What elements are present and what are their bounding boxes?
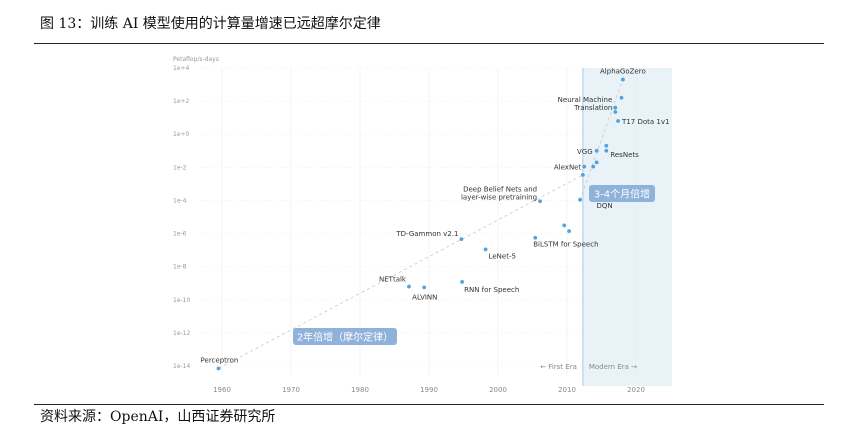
data-point-label: BiLSTM for Speech xyxy=(533,241,598,249)
x-tick-label: 2010 xyxy=(558,386,576,394)
data-point xyxy=(459,237,464,242)
data-point xyxy=(538,199,542,204)
data-point-label: RNN for Speech xyxy=(464,286,519,294)
data-point-label-line: Neural Machine xyxy=(558,96,613,104)
data-point xyxy=(407,284,411,289)
y-tick-label: 1e-12 xyxy=(173,330,190,337)
figure-title: 图 13：训练 AI 模型使用的计算量增速已远超摩尔定律 xyxy=(40,16,381,32)
y-tick-label: 1e-4 xyxy=(173,197,187,204)
moore-law-badge-box xyxy=(293,328,397,345)
data-point xyxy=(604,148,609,153)
data-point xyxy=(562,223,567,228)
y-tick-label: 1e+2 xyxy=(173,98,190,105)
x-tick-label: 1960 xyxy=(213,386,231,394)
first-era-label: ← First Era xyxy=(540,363,577,371)
data-point xyxy=(580,172,585,177)
y-tick-label: 1e-6 xyxy=(173,231,187,238)
data-point-label-line: Deep Belief Nets and xyxy=(463,185,537,193)
y-tick-label: 1e-14 xyxy=(173,363,190,370)
y-axis-label: Petaflop/s-days xyxy=(173,56,219,63)
x-tick-label: 2000 xyxy=(489,386,507,394)
data-point-label: NETtalk xyxy=(379,276,407,284)
data-point-label: AlexNet xyxy=(554,164,582,172)
data-point xyxy=(594,160,599,165)
data-point xyxy=(216,366,221,371)
first-era-trend-line xyxy=(218,174,584,369)
source-note: 资料来源：OpenAI，山西证券研究所 xyxy=(40,409,276,425)
data-point xyxy=(591,164,596,169)
y-tick-label: 1e-8 xyxy=(173,264,187,271)
data-point xyxy=(533,235,538,240)
grid xyxy=(200,67,672,376)
y-tick-label: 1e-2 xyxy=(173,164,187,171)
x-tick-labels: 1960 1970 1980 1990 2000 2010 2020 xyxy=(213,386,645,394)
data-point xyxy=(620,77,625,82)
data-point-label: Perceptron xyxy=(201,356,239,364)
data-point-label: VGG xyxy=(577,148,593,156)
data-point xyxy=(422,285,427,290)
y-tick-label: 1e+0 xyxy=(173,131,190,138)
x-tick-label: 1970 xyxy=(282,386,300,394)
data-point xyxy=(594,148,599,153)
x-tick-label: 2020 xyxy=(627,386,645,394)
moore-law-badge-label: 2年倍增（摩尔定律） xyxy=(297,331,393,344)
y-tick-label: 1e-10 xyxy=(173,297,190,304)
modern-era-shade xyxy=(582,68,672,386)
data-point-label: AlphaGoZero xyxy=(600,68,646,76)
data-point xyxy=(604,143,609,148)
data-points: Perceptron NETtalk ALVINN RNN for Speech TD-… xyxy=(201,68,669,371)
data-point xyxy=(567,229,571,234)
data-point-label: ResNets xyxy=(610,151,639,159)
data-point-label: Neural Machine Translation xyxy=(558,96,613,112)
data-point xyxy=(613,105,618,110)
data-point-label: Deep Belief Nets and layer-wise pretraini… xyxy=(461,185,537,201)
y-tick-label: 1e+4 xyxy=(173,65,190,72)
data-point xyxy=(616,119,620,123)
y-tick-labels: 1e+4 1e+2 1e+0 1e-2 1e-4 1e-6 1e-8 1e-10 1e-12 1e… xyxy=(173,65,190,370)
data-point xyxy=(460,280,465,284)
data-point-label: LeNet-5 xyxy=(489,252,516,260)
data-point-label: TD-Gammon v2.1 xyxy=(395,230,458,238)
top-rule xyxy=(34,43,824,44)
chart: Petaflop/s-days 1e+4 1e+2 1e+0 1e-2 1e-4 1e-6… xyxy=(173,56,672,394)
x-tick-label: 1980 xyxy=(351,386,369,394)
moore-law-badge: 2年倍增（摩尔定律） xyxy=(293,328,397,345)
data-point-label: T17 Dota 1v1 xyxy=(621,118,669,126)
x-tick-label: 1990 xyxy=(420,386,438,394)
modern-doubling-badge-box xyxy=(589,185,655,202)
data-point-label: ALVINN xyxy=(412,293,437,301)
data-point-label: DQN xyxy=(597,202,613,210)
data-point-label-line: Translation xyxy=(573,104,612,112)
modern-doubling-badge: 3-4个月倍增 xyxy=(589,185,655,202)
bottom-rule xyxy=(34,404,824,405)
data-point-label-line: layer-wise pretraining xyxy=(461,193,537,201)
data-point xyxy=(619,95,624,100)
modern-doubling-badge-label: 3-4个月倍增 xyxy=(594,188,650,201)
data-point xyxy=(578,197,583,202)
data-point xyxy=(483,247,488,252)
modern-era-label: Modern Era → xyxy=(589,363,637,371)
data-point xyxy=(582,164,587,169)
data-point xyxy=(613,110,618,114)
